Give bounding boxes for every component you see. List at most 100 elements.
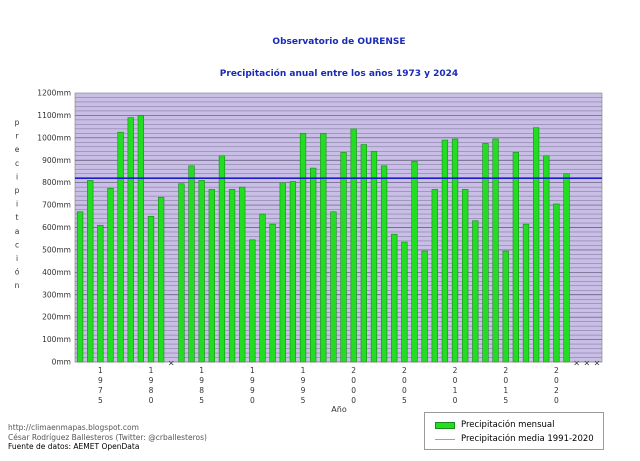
missing-value-marker: ×: [573, 359, 580, 368]
y-tick-label: 600mm: [42, 223, 71, 232]
y-tick-label: 900mm: [42, 156, 71, 165]
bar: [502, 250, 509, 363]
bar: [401, 241, 408, 363]
legend-bar-swatch: [435, 421, 455, 429]
bar: [482, 143, 489, 363]
bar: [532, 127, 540, 363]
x-axis-label: Año: [331, 405, 347, 414]
bar: [380, 165, 388, 363]
bar: [330, 211, 337, 363]
y-tick-label: 400mm: [42, 268, 71, 277]
bar: [259, 213, 266, 363]
y-label-char: t: [16, 213, 19, 222]
bar: [188, 165, 195, 363]
chart-subtitle: Precipitación anual entre los años 1973 …: [220, 68, 458, 79]
y-tick-label: 1100mm: [37, 111, 71, 120]
bar: [310, 167, 317, 363]
bars: × × × ×: [76, 115, 601, 368]
y-tick-label: 300mm: [42, 290, 71, 299]
bar: [218, 155, 226, 363]
bar: [553, 203, 560, 363]
bar: [198, 180, 205, 363]
bar: [228, 189, 236, 363]
bar: [512, 152, 519, 363]
bar: [492, 138, 499, 363]
bar: [299, 133, 307, 363]
bar: [350, 128, 357, 363]
y-label-char: c: [15, 159, 19, 168]
y-label-char: e: [15, 145, 20, 154]
y-label-char: n: [15, 281, 20, 290]
bar: [441, 139, 449, 363]
missing-value-marker: ×: [168, 359, 175, 368]
legend-item-bars: Precipitación mensual: [435, 419, 554, 431]
y-axis-ticks: 0mm 100mm 200mm 300mm 400mm 500mm 600mm 700mm 80…: [37, 89, 71, 367]
y-label-char: p: [15, 186, 20, 195]
bar: [208, 189, 215, 363]
bar: [421, 250, 428, 363]
y-tick-label: 200mm: [42, 313, 71, 322]
bar: [117, 131, 124, 363]
bar: [391, 233, 398, 363]
y-label-char: ó: [15, 268, 20, 277]
y-tick-label: 700mm: [42, 201, 71, 210]
bar: [320, 133, 327, 363]
bar: [279, 182, 286, 363]
y-label-char: i: [16, 200, 18, 209]
bar: [127, 117, 134, 363]
bar: [76, 211, 84, 363]
legend-item-mean: Precipitación media 1991-2020: [435, 433, 594, 445]
missing-value-marker: ×: [594, 359, 601, 368]
y-label-char: r: [15, 132, 19, 141]
bar: [340, 152, 347, 363]
bar: [451, 138, 459, 363]
bar: [137, 115, 145, 363]
bar: [147, 215, 155, 363]
legend-mean-label: Precipitación media 1991-2020: [461, 434, 594, 444]
y-label-char: i: [16, 254, 18, 263]
bar: [563, 173, 570, 363]
bar: [370, 150, 378, 363]
chart-title: Observatorio de OURENSE: [272, 37, 405, 47]
bar: [360, 144, 367, 363]
bar: [249, 239, 256, 363]
y-tick-label: 500mm: [42, 245, 71, 254]
y-tick-label: 100mm: [42, 335, 71, 344]
credits-source: Fuente de datos: AEMET OpenData: [8, 442, 140, 451]
y-label-char: a: [15, 227, 20, 236]
y-tick-label: 1000mm: [37, 133, 71, 142]
bar: [462, 189, 469, 363]
bar: [269, 223, 276, 363]
credits-url: http://climaenmapas.blogspot.com: [8, 423, 139, 432]
credits: http://climaenmapas.blogspot.com César R…: [8, 423, 207, 452]
bar: [431, 189, 438, 363]
legend-bars-label: Precipitación mensual: [461, 420, 555, 430]
y-tick-label: 800mm: [42, 178, 71, 187]
x-axis-ticks: 1 9 7 5 1 9 8 0 1 9 8 5 1 9 9 0 1 9 9 5 2 0 0 0 2 0 0 5 2 0 1 0 2 0 1 5 2 0 2 0: [75, 361, 602, 405]
bar: [158, 196, 165, 363]
y-tick-label: 1200mm: [37, 89, 71, 98]
y-label-char: p: [15, 118, 20, 127]
bar: [522, 223, 530, 363]
y-label-char: c: [15, 240, 19, 249]
legend: Precipitación mensual Precipitación medi…: [424, 412, 604, 450]
bar: [543, 155, 550, 363]
bar: [97, 224, 104, 363]
legend-mean-swatch: [435, 438, 455, 440]
y-tick-label: 0mm: [52, 358, 71, 367]
bar: [289, 181, 297, 363]
bar: [87, 180, 94, 363]
bar: [472, 220, 479, 363]
